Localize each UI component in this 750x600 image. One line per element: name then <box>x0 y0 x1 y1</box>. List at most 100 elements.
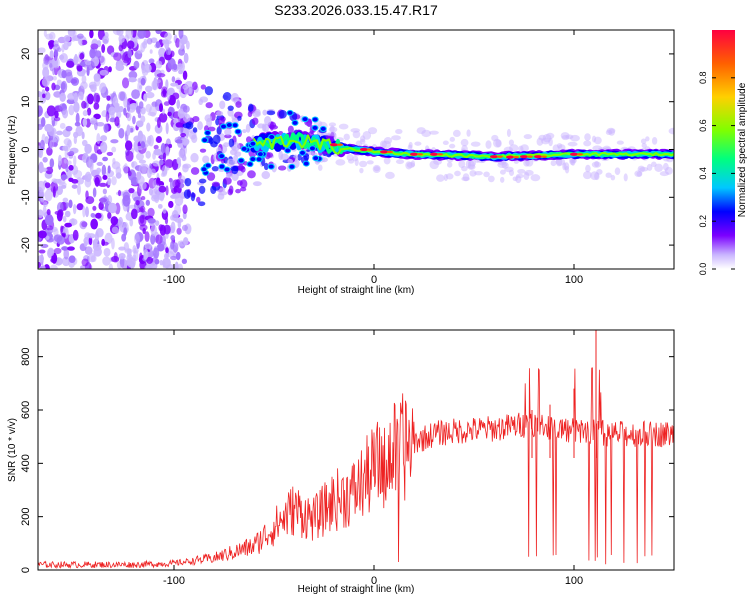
heat-blob <box>102 256 111 266</box>
heat-blob <box>67 246 75 251</box>
heat-blob <box>93 92 101 104</box>
heat-blob <box>46 225 54 231</box>
heat-blob <box>237 157 245 164</box>
heat-blob <box>111 146 117 153</box>
heat-blob <box>460 138 469 147</box>
heat-blob <box>161 108 166 115</box>
heat-blob <box>81 258 89 267</box>
hot-spot <box>387 150 393 154</box>
hot-spot <box>330 143 338 147</box>
heat-blob <box>73 169 83 179</box>
heat-blob <box>126 124 131 136</box>
heat-blob <box>164 159 174 169</box>
heat-blob <box>38 261 42 269</box>
heat-blob <box>227 108 234 117</box>
heat-blob <box>73 155 77 167</box>
heat-blob <box>254 109 261 116</box>
heat-blob <box>113 52 122 61</box>
heat-blob <box>111 226 119 234</box>
heat-blob <box>127 77 137 83</box>
y-tick-label: 400 <box>20 454 32 472</box>
heat-blob <box>111 237 115 250</box>
heat-blob <box>45 235 50 241</box>
heat-blob <box>42 66 50 79</box>
heat-blob <box>140 195 146 201</box>
heat-blob <box>263 162 269 171</box>
heat-blob <box>73 55 79 66</box>
heat-blob <box>110 216 118 226</box>
heat-blob <box>523 134 533 140</box>
heat-blob <box>90 43 99 50</box>
heat-blob <box>63 248 70 260</box>
colorbar-gradient <box>712 30 735 269</box>
heat-blob <box>518 145 524 152</box>
heat-blob <box>68 199 73 209</box>
heat-blob <box>65 202 69 209</box>
heat-blob <box>110 139 119 144</box>
heat-blob <box>360 135 366 143</box>
heat-blob <box>101 44 106 53</box>
heat-blob <box>466 129 471 137</box>
heat-blob <box>80 81 88 90</box>
heat-blob <box>335 159 346 166</box>
heat-blob <box>570 134 580 142</box>
heat-blob <box>60 225 64 233</box>
heat-blob <box>150 233 156 245</box>
heat-blob <box>182 70 188 81</box>
heat-blob <box>118 34 125 44</box>
ridge-layer <box>253 134 674 159</box>
heat-blob <box>96 161 103 166</box>
heat-blob <box>52 68 56 76</box>
x-tick-label: -100 <box>163 575 185 587</box>
heat-blob <box>143 63 152 73</box>
heat-blob <box>126 112 132 122</box>
heat-blob <box>170 221 176 234</box>
heat-blob <box>343 133 350 141</box>
heat-blob <box>158 185 167 193</box>
heat-blob <box>178 30 184 40</box>
heat-blob <box>358 160 368 168</box>
heat-blob <box>73 135 77 145</box>
heat-blob <box>88 236 93 246</box>
heat-blob <box>89 48 96 59</box>
heat-blob <box>70 77 80 86</box>
heat-blob <box>84 174 88 182</box>
heat-blob <box>164 252 169 260</box>
heat-blob <box>182 105 190 113</box>
heat-blob <box>497 161 508 169</box>
y-tick-label: -20 <box>20 237 32 253</box>
heat-blob <box>149 49 153 54</box>
heat-blob <box>159 103 164 113</box>
colorbar-tick-label: 0.2 <box>698 215 708 228</box>
heat-blob <box>76 203 84 211</box>
heat-blob <box>561 134 570 141</box>
heat-blob <box>583 140 592 147</box>
heat-blob <box>65 125 73 132</box>
heat-blob <box>96 122 105 127</box>
heat-blob <box>204 162 212 169</box>
heat-blob <box>107 165 111 174</box>
heat-blob <box>236 180 243 186</box>
heat-blob <box>222 92 232 101</box>
heat-blob <box>118 91 126 101</box>
heat-blob <box>190 192 196 202</box>
heat-blob <box>224 134 232 139</box>
heat-blob <box>75 112 80 125</box>
heat-blob <box>395 159 405 165</box>
heat-blob <box>38 230 47 239</box>
heat-blob <box>135 200 140 206</box>
heat-blob <box>145 91 155 99</box>
heat-blob <box>183 52 189 64</box>
heat-blob <box>164 216 169 225</box>
heat-blob <box>62 197 69 203</box>
heat-blob <box>165 122 169 135</box>
heat-blob <box>102 188 107 195</box>
heat-blob <box>99 69 109 76</box>
heat-blob <box>93 102 100 110</box>
heat-blob <box>117 216 124 228</box>
heat-blob <box>183 189 191 199</box>
x-tick-label: 100 <box>565 575 583 587</box>
heat-blob <box>205 102 213 109</box>
heat-blob <box>614 167 621 176</box>
heat-blob <box>220 187 226 193</box>
